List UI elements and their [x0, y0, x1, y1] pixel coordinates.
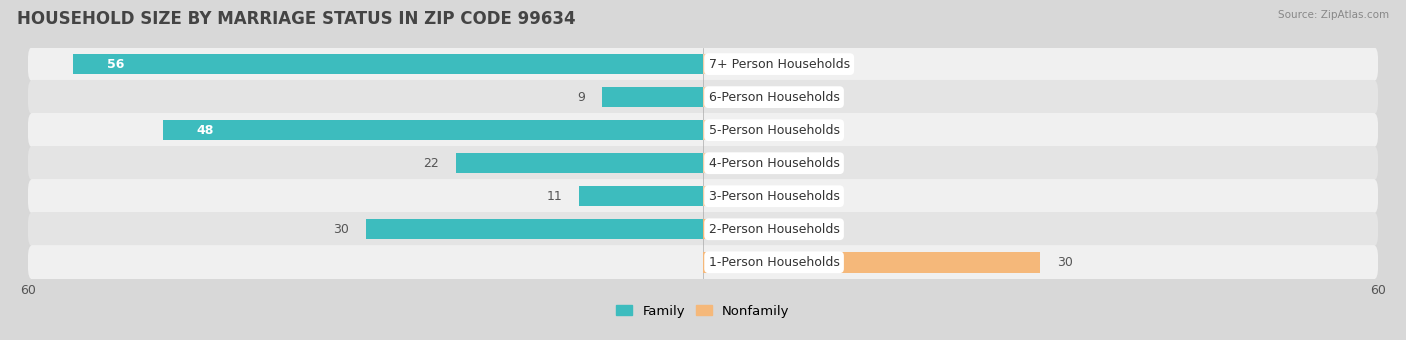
Bar [456, 153, 703, 173]
FancyBboxPatch shape [28, 245, 1378, 279]
Text: 3-Person Households: 3-Person Households [709, 190, 839, 203]
Text: 30: 30 [1057, 256, 1073, 269]
Bar [703, 54, 748, 74]
Text: 7+ Person Households: 7+ Person Households [709, 57, 849, 71]
Bar [703, 87, 748, 107]
Text: 4: 4 [765, 223, 773, 236]
Text: Source: ZipAtlas.com: Source: ZipAtlas.com [1278, 10, 1389, 20]
Text: 22: 22 [423, 157, 439, 170]
Text: 56: 56 [107, 57, 124, 71]
Text: 6-Person Households: 6-Person Households [709, 91, 839, 104]
Text: 30: 30 [333, 223, 349, 236]
Bar [163, 120, 703, 140]
FancyBboxPatch shape [28, 80, 1378, 114]
Bar [579, 186, 703, 206]
FancyBboxPatch shape [28, 146, 1378, 181]
Legend: Family, Nonfamily: Family, Nonfamily [612, 300, 794, 323]
Text: 11: 11 [547, 190, 562, 203]
FancyBboxPatch shape [28, 113, 1378, 147]
Text: 2-Person Households: 2-Person Households [709, 223, 839, 236]
Text: 0: 0 [765, 91, 773, 104]
Text: 5-Person Households: 5-Person Households [709, 124, 839, 137]
Text: 0: 0 [765, 190, 773, 203]
Text: 0: 0 [765, 157, 773, 170]
Text: 48: 48 [197, 124, 214, 137]
Bar [703, 252, 1040, 273]
Bar [703, 186, 748, 206]
Bar [602, 87, 703, 107]
Bar [366, 219, 703, 239]
Text: 0: 0 [765, 57, 773, 71]
Bar [73, 54, 703, 74]
FancyBboxPatch shape [28, 212, 1378, 246]
Text: 4-Person Households: 4-Person Households [709, 157, 839, 170]
Bar [703, 219, 748, 239]
FancyBboxPatch shape [28, 47, 1378, 81]
Bar [703, 153, 748, 173]
Bar [703, 120, 748, 140]
Text: 9: 9 [576, 91, 585, 104]
FancyBboxPatch shape [28, 179, 1378, 214]
Text: 1-Person Households: 1-Person Households [709, 256, 839, 269]
Text: HOUSEHOLD SIZE BY MARRIAGE STATUS IN ZIP CODE 99634: HOUSEHOLD SIZE BY MARRIAGE STATUS IN ZIP… [17, 10, 575, 28]
Text: 0: 0 [765, 124, 773, 137]
